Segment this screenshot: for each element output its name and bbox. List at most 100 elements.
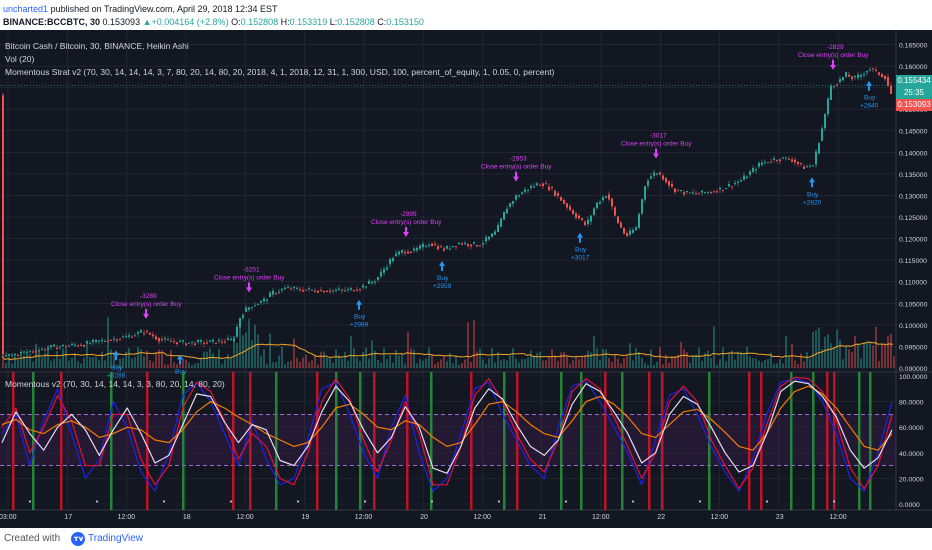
candle-body — [113, 338, 115, 340]
volume-bar — [83, 357, 85, 368]
volume-bar — [128, 347, 130, 368]
volume-bar — [710, 358, 712, 368]
candle-body — [185, 343, 187, 346]
chart-area[interactable]: 0.1650000.1600000.1550000.1500000.145000… — [0, 30, 932, 528]
volume-bar — [824, 336, 826, 368]
volume-bar — [422, 360, 424, 368]
candle-body — [2, 95, 4, 355]
candle-body — [287, 286, 289, 289]
buy-arrow-icon — [809, 177, 815, 188]
candle-body — [338, 288, 340, 290]
volume-bar — [41, 357, 43, 368]
volume-bar — [428, 347, 430, 368]
volume-bar — [413, 349, 415, 368]
volume-bar — [314, 355, 316, 368]
oscillator-dot — [363, 500, 367, 503]
volume-bar — [860, 358, 862, 368]
volume-bar — [818, 327, 820, 368]
close-arrow-icon — [143, 308, 149, 319]
price-tick-label: 0.095000 — [899, 344, 928, 351]
candle-body — [794, 159, 796, 163]
volume-bar — [2, 356, 4, 368]
candle-body — [92, 339, 94, 343]
tradingview-brand[interactable]: TradingView — [88, 533, 144, 544]
candle-body — [155, 336, 157, 340]
volume-bar — [269, 333, 271, 368]
high-label: H: — [280, 17, 290, 27]
oscillator-legend: Momentous v2 (70, 30, 14, 14, 14, 3, 3, … — [5, 379, 225, 389]
candle-body — [629, 230, 631, 235]
price-tick-label: 0.105000 — [899, 301, 928, 308]
low-label: L: — [329, 17, 338, 27]
volume-bar — [26, 352, 28, 368]
candle-body — [722, 189, 724, 191]
volume-bar — [164, 364, 166, 368]
volume-bar — [551, 349, 553, 368]
candle-body — [656, 173, 658, 175]
candle-body — [662, 175, 664, 180]
candle-body — [248, 307, 250, 310]
candle-body — [614, 207, 616, 216]
volume-bar — [587, 350, 589, 368]
close-pnl-label: -3251 — [243, 266, 260, 273]
time-tick-label: 22 — [657, 514, 665, 521]
signal-bar — [249, 372, 252, 510]
volume-bar — [869, 342, 871, 368]
volume-bar — [131, 358, 133, 368]
candle-body — [377, 276, 379, 281]
volume-bar — [56, 351, 58, 368]
volume-bar — [470, 361, 472, 368]
candle-body — [875, 69, 877, 71]
volume-bar — [467, 322, 469, 368]
volume-bar — [635, 347, 637, 368]
candle-body — [257, 303, 259, 305]
candle-body — [458, 242, 460, 245]
candle-body — [500, 218, 502, 227]
price-tick-label: 0.135000 — [899, 172, 928, 179]
candle-body — [851, 76, 853, 80]
chart-canvas[interactable]: 0.1650000.1600000.1550000.1500000.145000… — [0, 30, 932, 528]
volume-bar — [530, 350, 532, 368]
candle-body — [725, 188, 727, 190]
volume-bar — [332, 362, 334, 368]
volume-bar — [536, 352, 538, 368]
candle-body — [350, 288, 352, 290]
candle-body — [509, 203, 511, 208]
volume-bar — [845, 345, 847, 368]
candle-body — [395, 253, 397, 257]
signal-bar — [406, 372, 409, 510]
candle-body — [50, 345, 52, 348]
candle-body — [62, 344, 64, 347]
signal-bar — [869, 372, 872, 510]
candle-body — [407, 251, 409, 254]
candle-body — [731, 186, 733, 188]
candle-body — [233, 338, 235, 341]
candle-body — [848, 74, 850, 77]
volume-bar — [719, 359, 721, 368]
candle-body — [503, 211, 505, 220]
candle-body — [302, 289, 304, 292]
volume-bar — [362, 351, 364, 368]
volume-bar — [419, 358, 421, 368]
signal-bar — [232, 372, 235, 510]
candle-body — [161, 338, 163, 341]
candle-body — [890, 85, 892, 94]
candle-body — [128, 335, 130, 337]
signal-bar — [470, 372, 473, 510]
author-link[interactable]: uncharted1 — [3, 4, 49, 14]
volume-bar — [755, 358, 757, 368]
volume-bar — [734, 359, 736, 368]
candle-body — [587, 219, 589, 225]
volume-bar — [539, 351, 541, 368]
volume-bar — [614, 354, 616, 368]
candle-body — [131, 336, 133, 338]
candle-body — [173, 341, 175, 343]
oscillator-dot — [564, 500, 568, 503]
volume-bar — [341, 358, 343, 368]
oscillator-dot — [430, 500, 434, 503]
volume-bar — [599, 359, 601, 368]
candle-body — [8, 354, 10, 356]
time-tick-label: 19 — [302, 514, 310, 521]
candle-body — [803, 166, 805, 169]
volume-bar — [500, 360, 502, 368]
